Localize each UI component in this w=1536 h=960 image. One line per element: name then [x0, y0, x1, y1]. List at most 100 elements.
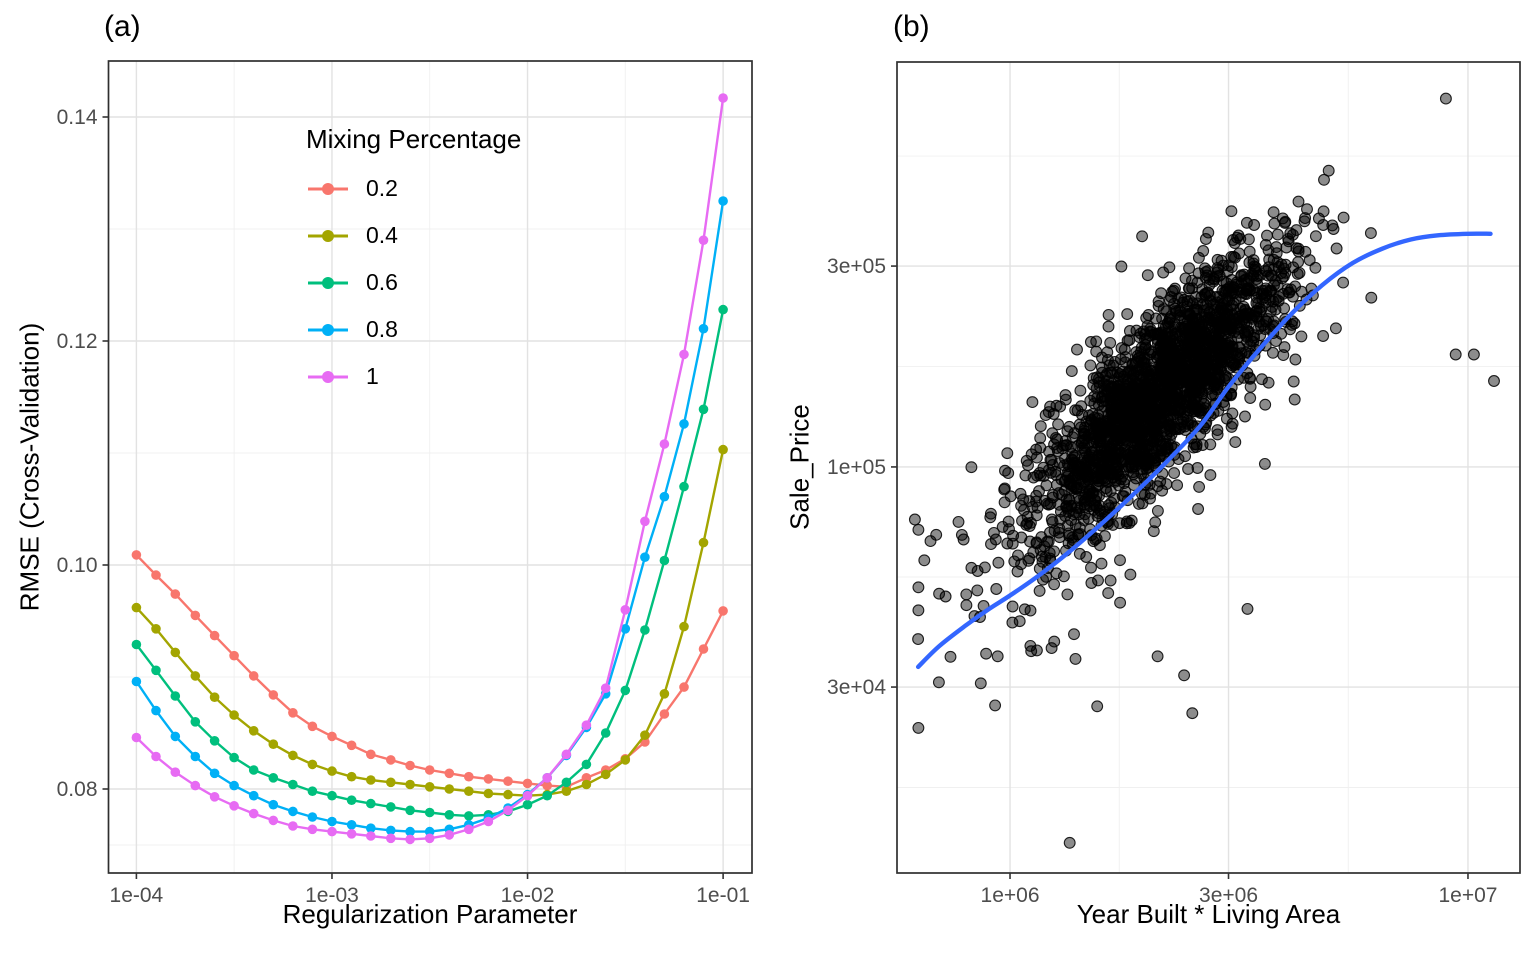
scatter-point	[1088, 397, 1101, 410]
scatter-point	[1262, 376, 1275, 389]
scatter-point	[1292, 242, 1305, 255]
panel-b: 1e+06 3e+06 1e+07 3e+04 1e+05 3e+05	[827, 61, 1521, 907]
data-point	[268, 773, 279, 783]
scatter-point	[1121, 308, 1134, 321]
scatter-point	[1260, 265, 1273, 278]
data-point	[307, 812, 318, 822]
scatter-point	[1096, 366, 1109, 379]
scatter-point	[1050, 567, 1063, 580]
scatter-outlier-point	[1069, 652, 1082, 665]
scatter-point	[1193, 480, 1206, 493]
scatter-point	[912, 581, 925, 594]
scatter-point	[1128, 367, 1140, 380]
data-point	[170, 731, 181, 742]
data-point	[386, 755, 396, 765]
data-point	[346, 740, 357, 751]
data-point	[170, 647, 181, 658]
scatter-point	[932, 676, 945, 689]
data-point	[170, 589, 181, 599]
data-point	[307, 759, 318, 770]
scatter-point	[1065, 453, 1078, 466]
scatter-point	[1181, 338, 1194, 351]
scatter-point	[1295, 330, 1308, 343]
data-point	[366, 831, 376, 841]
data-point	[698, 644, 709, 654]
scatter-point	[1139, 378, 1152, 391]
scatter-point	[1192, 251, 1205, 264]
scatter-point	[1278, 302, 1291, 315]
scatter-point	[1211, 428, 1224, 441]
data-point	[170, 691, 181, 701]
data-point	[503, 805, 513, 816]
scatter-point	[1065, 482, 1078, 494]
scatter-point	[1090, 345, 1103, 358]
y-tick-label: 0.14	[57, 106, 98, 129]
scatter-point	[1178, 347, 1191, 360]
scatter-point	[1266, 346, 1279, 359]
scatter-point	[989, 533, 1002, 546]
data-point	[386, 833, 396, 844]
data-point	[268, 799, 279, 810]
data-point	[190, 671, 201, 681]
scatter-point	[1134, 346, 1147, 358]
data-point	[659, 709, 670, 719]
scatter-point	[1052, 418, 1065, 431]
scatter-point	[1159, 401, 1171, 413]
scatter-point	[1102, 320, 1115, 333]
legend-key-icon	[308, 182, 348, 195]
scatter-point	[1127, 383, 1140, 396]
scatter-point	[1090, 335, 1103, 348]
scatter-outlier-point	[1488, 375, 1500, 387]
scatter-point	[1155, 444, 1168, 457]
scatter-outlier-point	[930, 528, 943, 541]
scatter-point	[1168, 378, 1181, 391]
scatter-point	[1326, 219, 1339, 232]
scatter-point	[1092, 574, 1104, 587]
data-point	[248, 790, 259, 801]
data-point	[659, 491, 670, 502]
scatter-point	[1202, 226, 1215, 239]
panel-b-title: (b)	[893, 10, 930, 43]
scatter-outlier-point	[1063, 836, 1076, 849]
scatter-point	[1092, 417, 1105, 430]
data-point	[346, 820, 357, 830]
data-point	[464, 811, 474, 821]
legend-item: 0.2	[306, 165, 521, 212]
legend-item-label: 0.8	[366, 316, 398, 342]
data-point	[659, 555, 670, 566]
scatter-point	[1204, 469, 1217, 482]
data-point	[718, 444, 728, 455]
scatter-point	[1044, 497, 1057, 510]
scatter-point	[1317, 330, 1330, 342]
scatter-point	[1115, 454, 1128, 467]
legend-key-icon	[308, 276, 348, 289]
scatter-outlier-point	[1439, 92, 1452, 105]
scatter-point	[1122, 423, 1135, 436]
scatter-point	[1277, 287, 1290, 300]
scatter-point	[1183, 390, 1196, 403]
scatter-point	[1119, 356, 1132, 369]
scatter-point	[1211, 424, 1224, 437]
scatter-point	[1184, 365, 1197, 378]
scatter-point	[1001, 447, 1014, 460]
scatter-point	[1151, 420, 1164, 433]
scatter-outlier-point	[1186, 707, 1199, 720]
scatter-point	[1144, 329, 1156, 342]
scatter-point	[1099, 474, 1111, 487]
scatter-point	[1060, 439, 1073, 452]
data-point	[327, 790, 337, 801]
scatter-point	[1073, 522, 1086, 534]
scatter-point	[1152, 295, 1165, 308]
data-point	[151, 751, 161, 762]
y-tick-label: 3e+04	[827, 676, 886, 699]
legend-title: Mixing Percentage	[306, 124, 522, 154]
scatter-point	[990, 583, 1003, 595]
scatter-outlier-point	[1449, 348, 1462, 361]
data-point	[444, 830, 455, 840]
scatter-point	[1038, 540, 1051, 553]
scatter-point	[1015, 499, 1028, 512]
scatter-point	[1145, 395, 1158, 408]
scatter-point	[1211, 253, 1224, 266]
data-point	[405, 805, 415, 816]
